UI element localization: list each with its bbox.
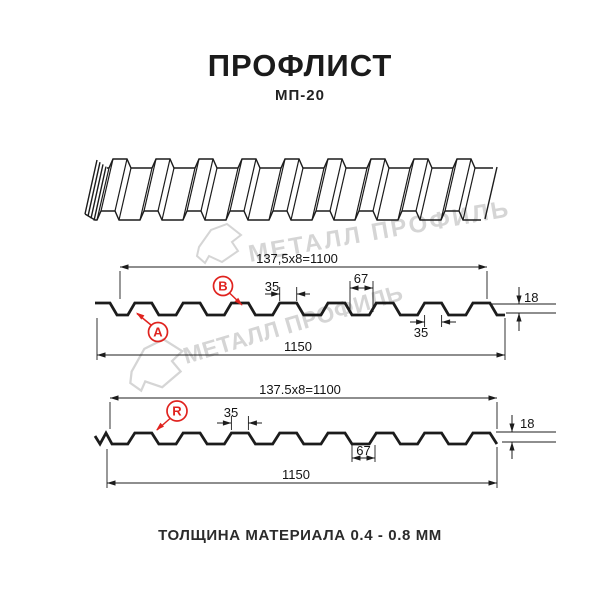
overall-width-label: 1150 <box>284 339 312 354</box>
rib-gap-width-label: 67 <box>356 443 370 458</box>
brand-logo-icon <box>129 338 185 393</box>
profile-height-label: 18 <box>524 290 538 305</box>
callout-letter-r: R <box>172 404 182 419</box>
rib-top-width-label: 35 <box>265 279 279 294</box>
perspective-sheet-drawing <box>84 158 498 221</box>
rib-gap-width-label: 67 <box>354 271 368 286</box>
profile-model-subtitle: МП-20 <box>275 87 325 104</box>
brand-logo-icon <box>195 222 243 265</box>
profile-height-label: 18 <box>520 416 534 431</box>
cross-section-bottom-geometry <box>93 395 556 488</box>
pitch-dimension-label: 137.5x8=1100 <box>259 382 341 397</box>
cross-section-bottom-labels: 137.5x8=1100 35 67 18 1150 R <box>166 382 534 482</box>
rib-bottom-width-label: 35 <box>414 325 428 340</box>
material-thickness-note: ТОЛЩИНА МАТЕРИАЛА 0.4 - 0.8 ММ <box>158 527 442 544</box>
pitch-dimension-label: 137,5x8=1100 <box>256 251 338 266</box>
watermark-logo-text-lower: МЕТАЛЛ ПРОФИЛЬ <box>129 279 406 393</box>
rib-top-width-label: 35 <box>224 405 238 420</box>
watermark-logo-text-upper: МЕТАЛЛ ПРОФИЛЬ <box>195 195 513 268</box>
cross-section-top-labels: 137,5x8=1100 35 67 18 35 1150 A B <box>147 251 538 354</box>
page-title: ПРОФЛИСТ <box>207 48 393 83</box>
callout-letter-a: A <box>153 325 163 340</box>
cross-section-top-geometry <box>95 264 556 360</box>
overall-width-label: 1150 <box>282 467 310 482</box>
callout-circle-r <box>166 400 188 422</box>
callout-circle-b <box>212 275 234 297</box>
callout-circle-a <box>147 321 169 343</box>
callout-letter-b: B <box>218 279 227 294</box>
